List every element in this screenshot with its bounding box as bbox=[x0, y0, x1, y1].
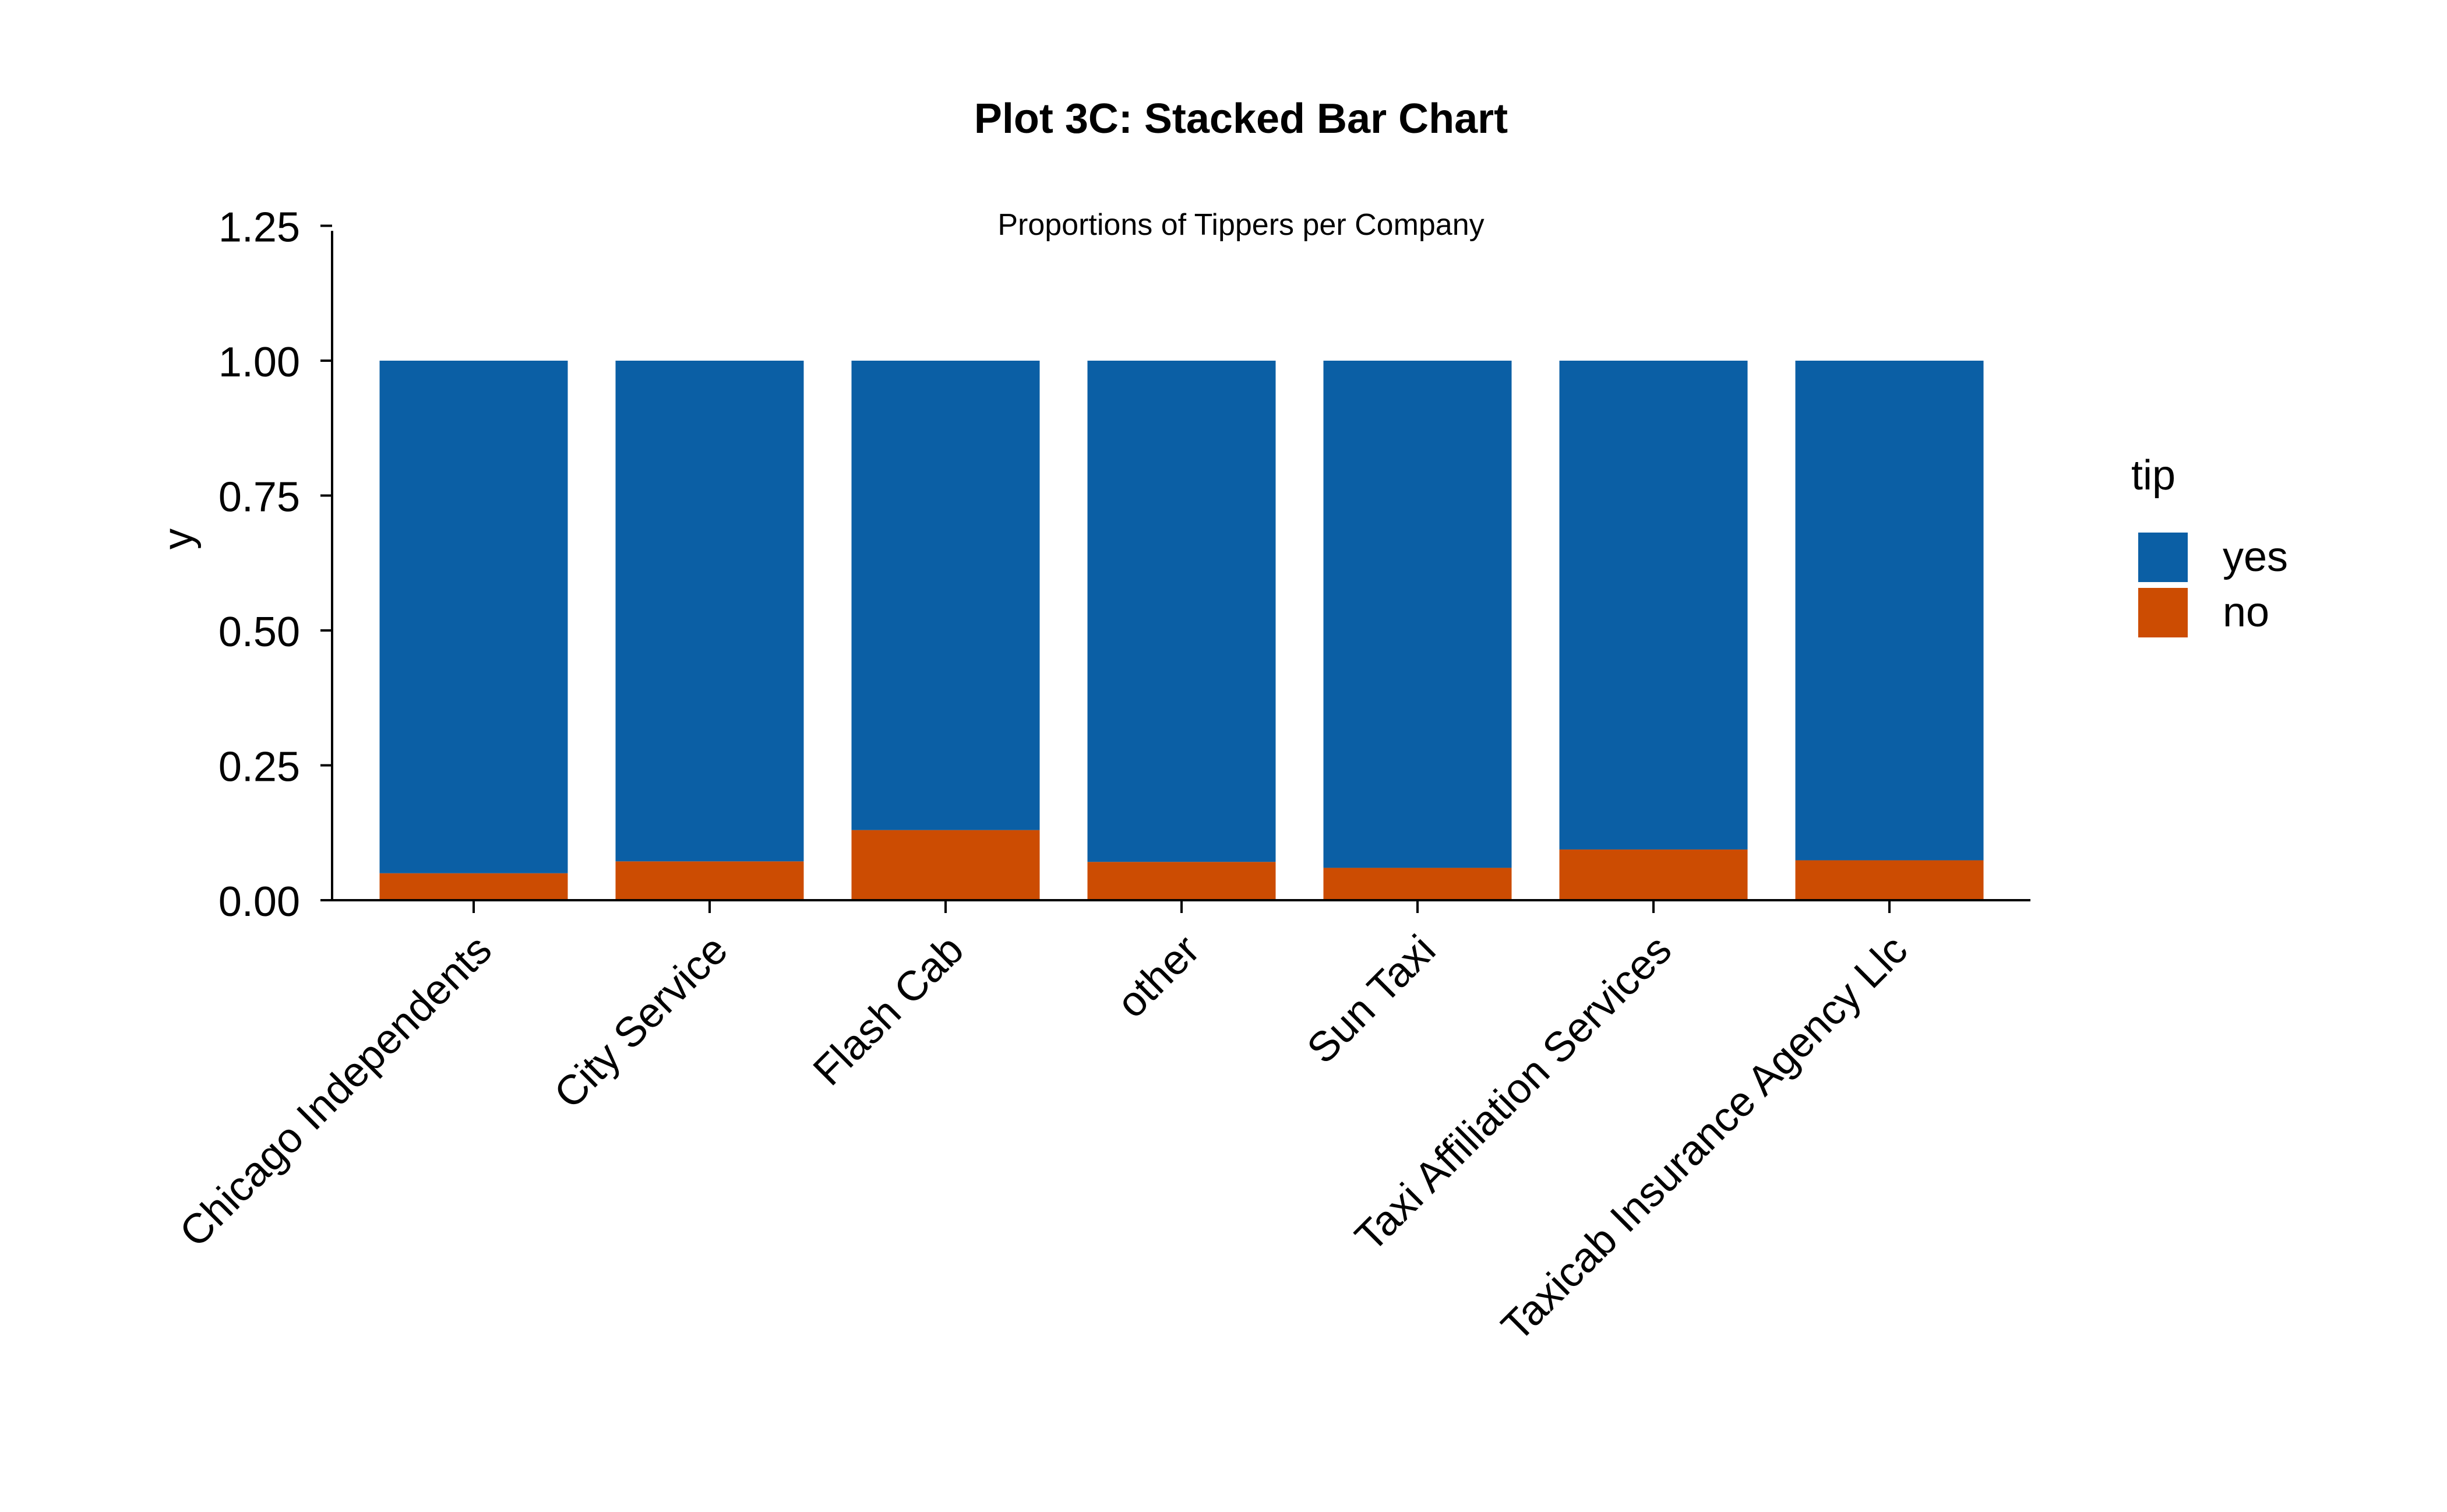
bar-no-6 bbox=[1795, 860, 1984, 900]
y-tick-label-3: 0.75 bbox=[218, 474, 300, 521]
legend-swatch-no bbox=[2138, 588, 2188, 637]
chart-subtitle: Proportions of Tippers per Company bbox=[997, 208, 1484, 242]
bar-yes-0 bbox=[379, 361, 568, 873]
bar-no-3 bbox=[1087, 862, 1276, 900]
legend-swatch-yes bbox=[2138, 533, 2188, 582]
legend-label-yes: yes bbox=[2223, 534, 2288, 580]
y-tick-label-0: 0.00 bbox=[218, 879, 300, 925]
x-tick-label-3: other bbox=[1108, 926, 1209, 1027]
bar-no-5 bbox=[1559, 849, 1748, 900]
x-tick-label-4: Sun Taxi bbox=[1298, 926, 1444, 1073]
bar-yes-2 bbox=[851, 361, 1040, 830]
bar-yes-4 bbox=[1323, 361, 1512, 868]
chart-title: Plot 3C: Stacked Bar Chart bbox=[974, 96, 1508, 142]
bar-no-0 bbox=[379, 873, 568, 900]
y-tick-label-1: 0.25 bbox=[218, 744, 300, 791]
bar-yes-6 bbox=[1795, 361, 1984, 861]
x-tick-label-0: Chicago Independents bbox=[171, 926, 500, 1256]
plot-area: 0.00 0.25 0.50 0.75 1.00 1.25 y Chicago Indepen… bbox=[155, 205, 2030, 1350]
bar-no-4 bbox=[1323, 868, 1512, 900]
legend: tip yes no bbox=[2131, 452, 2288, 637]
x-tick-label-2: Flash Cab bbox=[805, 926, 973, 1095]
bar-yes-5 bbox=[1559, 361, 1748, 850]
legend-label-no: no bbox=[2223, 589, 2269, 636]
y-axis-label: y bbox=[155, 528, 202, 549]
y-tick-label-5: 1.25 bbox=[218, 205, 300, 251]
legend-title: tip bbox=[2131, 452, 2175, 499]
x-tick-label-6: Taxicab Insurance Agency Llc bbox=[1493, 926, 1916, 1350]
x-tick-label-1: City Service bbox=[545, 926, 736, 1118]
bar-yes-1 bbox=[615, 361, 804, 862]
bar-yes-3 bbox=[1087, 361, 1276, 862]
bar-no-2 bbox=[851, 830, 1040, 900]
y-tick-label-4: 1.00 bbox=[218, 339, 300, 386]
bar-no-1 bbox=[615, 861, 804, 900]
y-tick-label-2: 0.50 bbox=[218, 609, 300, 655]
